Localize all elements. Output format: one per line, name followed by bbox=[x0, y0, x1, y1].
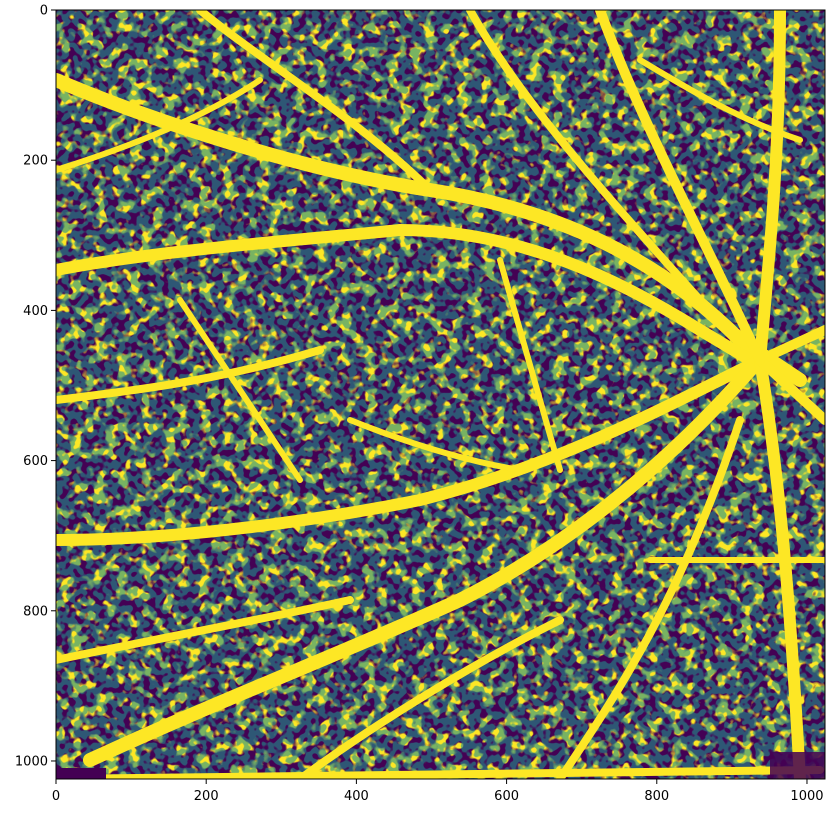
heatmap-image bbox=[56, 10, 825, 779]
x-tick-label: 0 bbox=[52, 789, 60, 804]
y-axis-ticks: 0 200 400 600 800 1000 bbox=[15, 4, 56, 769]
y-tick-label: 200 bbox=[23, 154, 48, 169]
y-tick-label: 1000 bbox=[15, 754, 48, 769]
y-tick-label: 0 bbox=[40, 4, 48, 19]
x-tick-label: 400 bbox=[344, 789, 369, 804]
y-tick-label: 800 bbox=[23, 604, 48, 619]
x-tick-label: 1000 bbox=[790, 789, 823, 804]
axes-frame bbox=[55, 9, 826, 780]
dark-border-bottom-right bbox=[770, 752, 825, 779]
x-tick-label: 800 bbox=[644, 789, 669, 804]
dark-border-bottom-left bbox=[56, 768, 106, 779]
x-axis-ticks: 0 200 400 600 800 1000 bbox=[52, 779, 824, 804]
y-tick-label: 400 bbox=[23, 304, 48, 319]
x-tick-label: 200 bbox=[194, 789, 219, 804]
main-veins bbox=[56, 10, 825, 779]
y-tick-label: 600 bbox=[23, 454, 48, 469]
x-tick-label: 600 bbox=[494, 789, 519, 804]
